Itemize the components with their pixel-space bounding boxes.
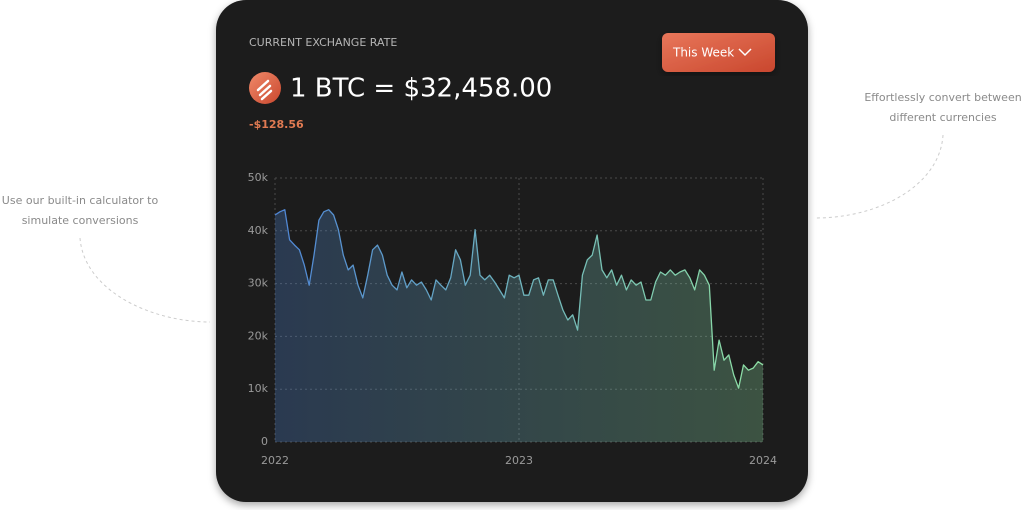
x-tick-label: 2023 — [505, 454, 533, 467]
x-tick-label: 2024 — [749, 454, 777, 467]
y-tick-label: 40k — [248, 224, 269, 237]
caption: Effortlessly convert between — [864, 91, 1021, 104]
y-tick-label: 30k — [248, 277, 269, 290]
connector — [79, 237, 211, 323]
y-tick-label: 50k — [248, 171, 269, 184]
y-tick-label: 10k — [248, 382, 269, 395]
caption: Use our built-in calculator to — [2, 194, 159, 207]
button-bg[interactable] — [662, 33, 775, 72]
change: -$128.56 — [249, 118, 304, 131]
connector — [814, 134, 944, 219]
caption: different currencies — [889, 111, 996, 124]
eyebrow: CURRENT EXCHANGE RATE — [249, 36, 397, 49]
y-tick-label: 20k — [248, 329, 269, 342]
period-button[interactable]: This Week — [662, 33, 775, 72]
area — [275, 209, 763, 442]
coin-icon — [249, 72, 281, 104]
x-tick-label: 2022 — [261, 454, 289, 467]
y-tick-label: 0 — [261, 435, 268, 448]
rate: 1 BTC = $32,458.00 — [290, 74, 552, 104]
chart: 0 10k 20k 30k 40k 50k 2022 2023 2024 — [248, 171, 777, 467]
chevron[interactable] — [738, 48, 752, 57]
caption: simulate conversions — [22, 214, 139, 227]
button-label[interactable]: This Week — [672, 46, 734, 60]
line — [274, 209, 764, 389]
coin-glyph — [256, 79, 273, 101]
